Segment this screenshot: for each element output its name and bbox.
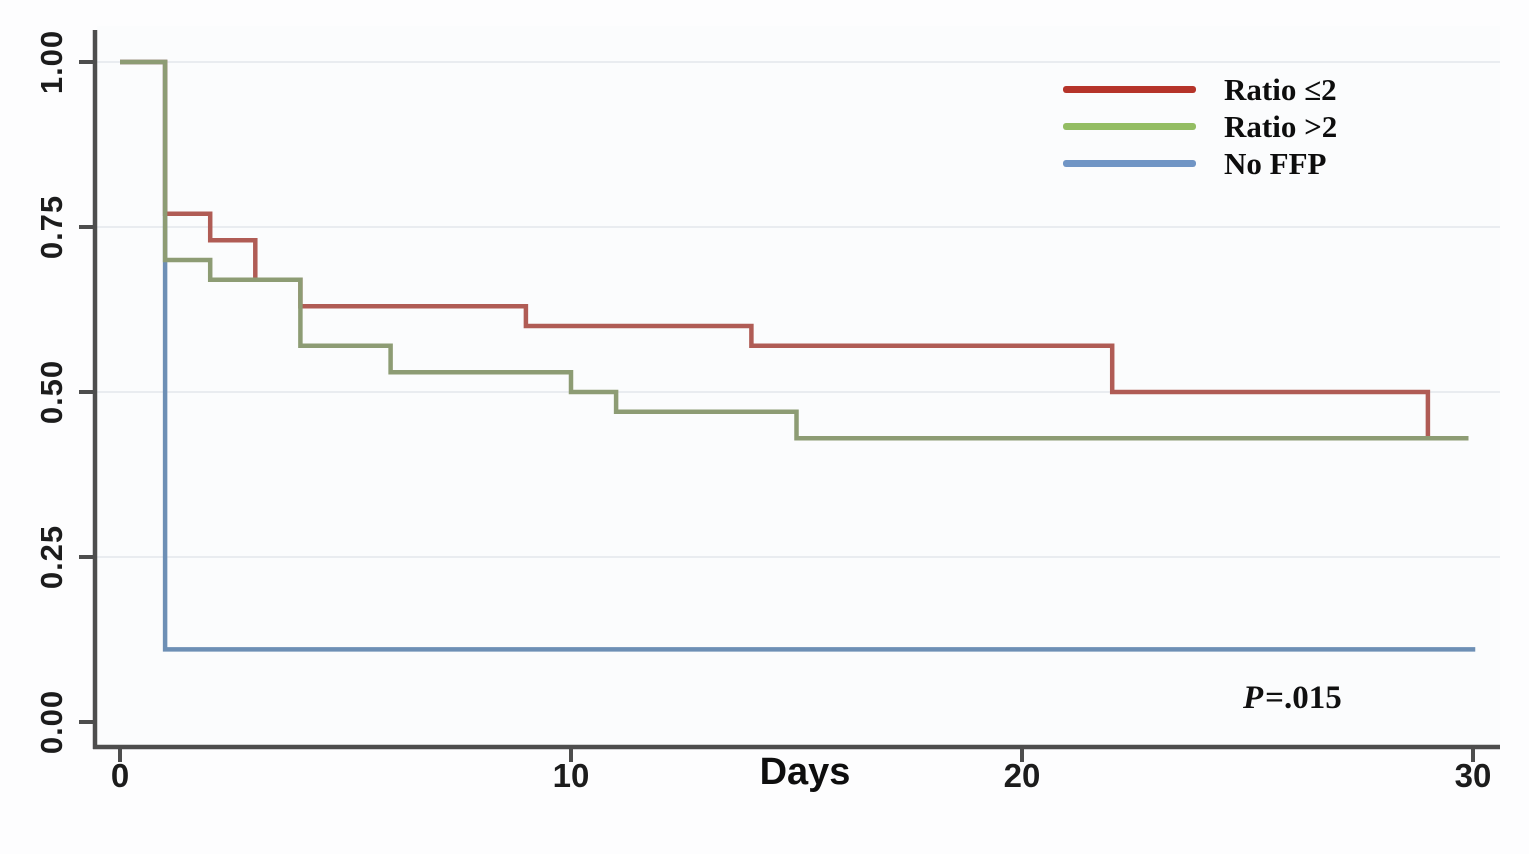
legend-line-swatch-blue <box>1063 159 1196 167</box>
x-axis-title: Days <box>759 751 851 793</box>
x-tick-label: 20 <box>1003 757 1041 794</box>
legend-label: Ratio ≤2 <box>1224 71 1337 107</box>
legend-line-swatch-green <box>1063 122 1196 130</box>
p-value-annotation: P=.015 <box>1243 680 1342 717</box>
x-tick-label: 30 <box>1454 757 1492 794</box>
plot-area <box>97 26 1500 747</box>
y-tick-label: 1.00 <box>34 29 69 95</box>
legend-item-no-ffp: No FFP <box>1063 145 1337 181</box>
y-tick-label: 0.75 <box>34 194 69 260</box>
x-tick-label: 0 <box>110 757 130 794</box>
legend-item-ratio-gt2: Ratio >2 <box>1063 108 1338 144</box>
x-tick-label: 10 <box>552 757 590 794</box>
legend-item-ratio-le2: Ratio ≤2 <box>1063 71 1337 107</box>
legend-label: No FFP <box>1224 145 1327 181</box>
survival-curve-ratio-gt2 <box>120 59 1469 441</box>
y-tick-label: 0.25 <box>34 524 69 590</box>
legend-line-swatch-red <box>1063 85 1196 93</box>
legend-label: Ratio >2 <box>1224 108 1338 144</box>
y-tick-label: 0.00 <box>34 689 69 755</box>
y-tick-label: 0.50 <box>34 359 69 425</box>
legend: Ratio ≤2 Ratio >2 No FFP <box>1063 71 1338 181</box>
p-value-variable: P <box>1243 680 1264 716</box>
survival-curve-ratio-le2 <box>120 59 1469 441</box>
p-value-number: =.015 <box>1265 680 1342 716</box>
